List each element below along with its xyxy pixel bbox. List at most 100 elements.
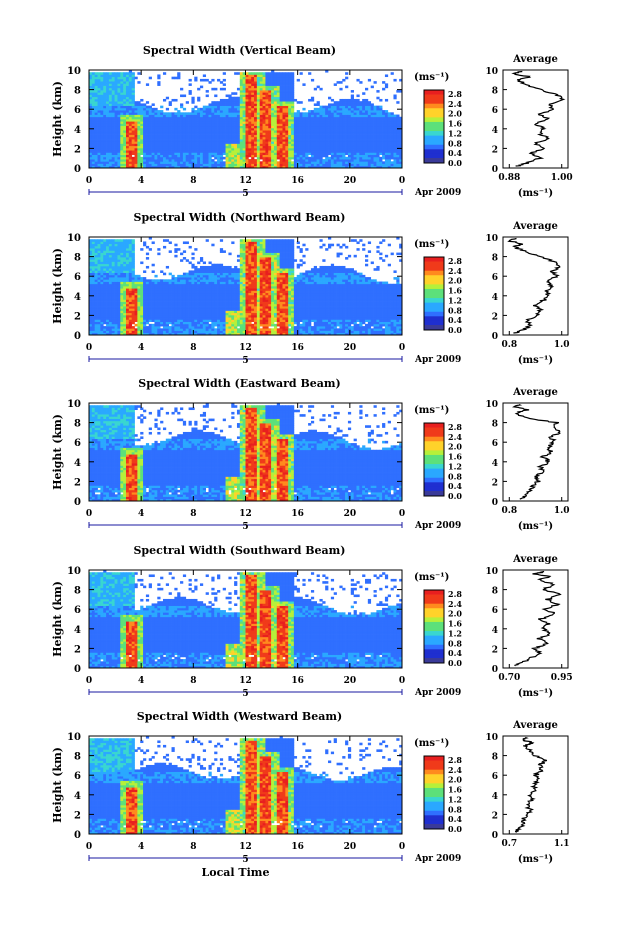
heatmap-cell	[345, 135, 348, 138]
heatmap-cell	[297, 101, 300, 104]
heatmap-cell	[251, 146, 254, 149]
heatmap-cell	[95, 326, 98, 329]
heatmap-cell	[117, 277, 120, 280]
heatmap-cell	[209, 128, 212, 131]
heatmap-cell	[379, 152, 382, 155]
heatmap-cell	[362, 108, 365, 111]
heatmap-cell	[112, 97, 115, 100]
heatmap-cell	[348, 121, 351, 124]
heatmap-cell	[143, 110, 146, 113]
heatmap-cell	[342, 139, 345, 142]
heatmap-cell	[129, 306, 132, 309]
heatmap-cell	[385, 132, 388, 135]
heatmap-cell	[285, 92, 288, 95]
heatmap-cell	[143, 319, 146, 322]
heatmap-cell	[160, 279, 163, 282]
heatmap-cell	[234, 92, 237, 95]
heatmap-cell	[100, 164, 103, 167]
heatmap-cell	[129, 304, 132, 307]
heatmap-cell	[274, 72, 277, 75]
heatmap-cell	[382, 137, 385, 140]
heatmap-cell	[206, 139, 209, 142]
heatmap-cell	[251, 141, 254, 144]
heatmap-cell	[237, 139, 240, 142]
heatmap-cell	[214, 128, 217, 131]
heatmap-cell	[325, 132, 328, 135]
heatmap-cell	[251, 152, 254, 155]
heatmap-cell	[103, 317, 106, 320]
heatmap-cell	[166, 326, 169, 329]
heatmap-cell	[172, 155, 175, 158]
heatmap-cell	[120, 152, 123, 155]
heatmap-cell	[92, 304, 95, 307]
heatmap-cell	[129, 123, 132, 126]
heatmap-cell	[243, 150, 246, 153]
heatmap-cell	[356, 130, 359, 133]
heatmap-cell	[100, 239, 103, 242]
heatmap-cell	[98, 90, 101, 93]
heatmap-cell	[177, 72, 180, 75]
heatmap-cell	[206, 135, 209, 138]
heatmap-cell	[379, 112, 382, 115]
heatmap-cell	[274, 74, 277, 77]
heatmap-cell	[274, 152, 277, 155]
heatmap-cell	[126, 152, 129, 155]
heatmap-cell	[120, 326, 123, 329]
heatmap-cell	[342, 164, 345, 167]
heatmap-cell	[191, 115, 194, 118]
heatmap-cell	[129, 144, 132, 147]
heatmap-cell	[257, 150, 260, 153]
heatmap-cell	[117, 161, 120, 164]
heatmap-cell	[263, 161, 266, 164]
heatmap-cell	[288, 144, 291, 147]
heatmap-cell	[265, 108, 268, 111]
heatmap-cell	[342, 137, 345, 140]
heatmap-cell	[126, 293, 129, 296]
heatmap-cell	[305, 119, 308, 122]
heatmap-cell	[206, 161, 209, 164]
heatmap-cell	[129, 137, 132, 140]
heatmap-cell	[180, 95, 183, 98]
average-x-label: (ms⁻¹)	[518, 188, 553, 199]
heatmap-cell	[282, 108, 285, 111]
heatmap-cell	[154, 324, 157, 327]
heatmap-cell	[302, 108, 305, 111]
heatmap-cell	[100, 317, 103, 320]
heatmap-cell	[126, 144, 129, 147]
heatmap-cell	[391, 144, 394, 147]
heatmap-cell	[126, 317, 129, 320]
heatmap-cell	[172, 77, 175, 80]
heatmap-cell	[317, 119, 320, 122]
heatmap-cell	[322, 128, 325, 131]
heatmap-cell	[291, 117, 294, 120]
heatmap-cell	[140, 150, 143, 153]
heatmap-cell	[117, 77, 120, 80]
heatmap-cell	[265, 137, 268, 140]
heatmap-cell	[115, 99, 118, 102]
heatmap-cell	[98, 250, 101, 253]
heatmap-cell	[243, 88, 246, 91]
heatmap-cell	[302, 83, 305, 86]
heatmap-cell	[137, 126, 140, 129]
heatmap-cell	[143, 290, 146, 293]
heatmap-cell	[209, 119, 212, 122]
heatmap-cell	[246, 152, 249, 155]
heatmap-cell	[243, 92, 246, 95]
heatmap-cell	[189, 139, 192, 142]
heatmap-cell	[100, 159, 103, 162]
heatmap-cell	[166, 302, 169, 305]
heatmap-cell	[95, 164, 98, 167]
heatmap-cell	[112, 103, 115, 106]
heatmap-cell	[263, 121, 266, 124]
heatmap-cell	[226, 144, 229, 147]
heatmap-cell	[391, 141, 394, 144]
heatmap-cell	[103, 253, 106, 256]
heatmap-cell	[231, 123, 234, 126]
heatmap-cell	[180, 123, 183, 126]
heatmap-cell	[98, 146, 101, 149]
heatmap-cell	[123, 119, 126, 122]
heatmap-cell	[393, 146, 396, 149]
heatmap-cell	[154, 152, 157, 155]
heatmap-cell	[337, 126, 340, 129]
heatmap-cell	[351, 115, 354, 118]
